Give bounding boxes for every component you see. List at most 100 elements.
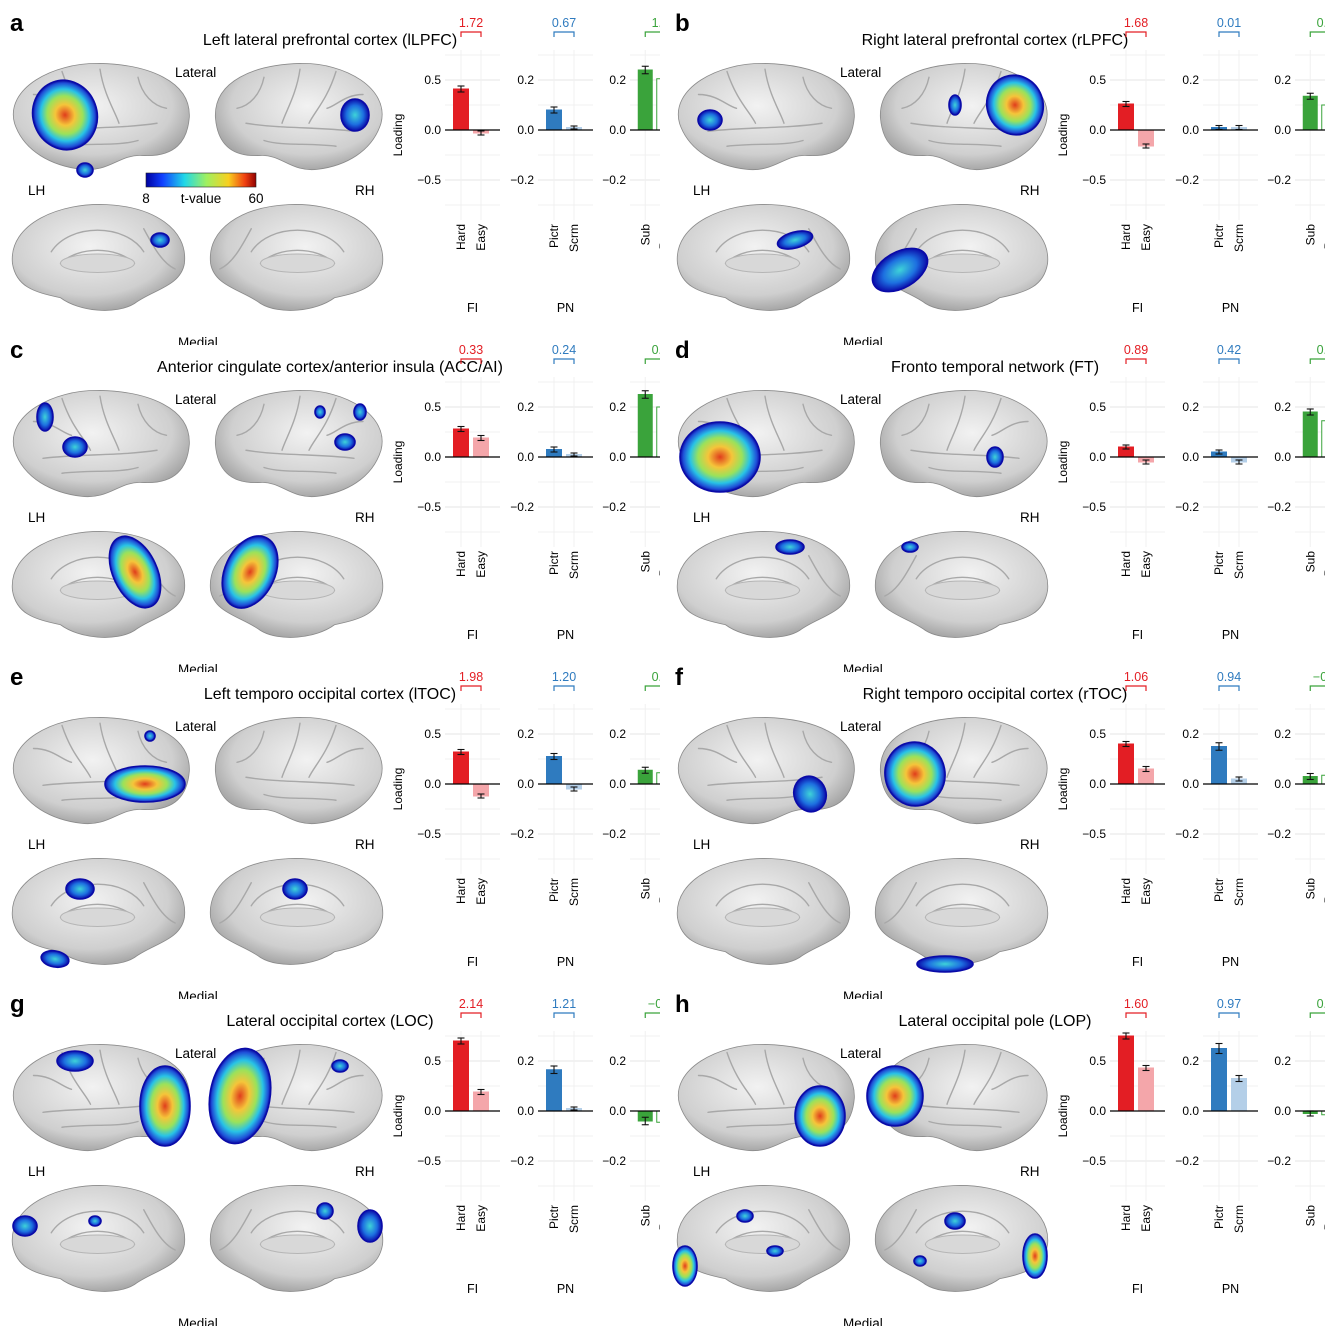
panel-title: Anterior cingulate cortex/anterior insul… — [157, 359, 503, 376]
activation-cluster — [208, 1047, 272, 1145]
panel-letter: b — [675, 10, 690, 37]
error-bar — [570, 1106, 578, 1111]
activation-cluster — [697, 109, 723, 131]
error-bar — [1142, 765, 1150, 773]
medial-label: Medial — [178, 335, 218, 345]
activation-cluster — [31, 79, 99, 151]
error-bar — [641, 390, 649, 399]
group-label: FI — [467, 301, 478, 315]
bar-scrm — [1231, 1078, 1247, 1112]
error-bar — [457, 1037, 465, 1045]
lh-medial-brain — [676, 531, 850, 638]
panel-letter: c — [10, 337, 24, 364]
contrast-value: 0.17 — [1317, 997, 1325, 1011]
rh-medial-brain — [210, 858, 384, 965]
error-bar — [1142, 1064, 1150, 1072]
bar-dom — [1321, 104, 1325, 131]
y-tick-label: 0.2 — [609, 1054, 626, 1068]
y-tick-label: −0.2 — [510, 1154, 534, 1168]
contrast-value: −0.13 — [648, 997, 660, 1011]
activation-cluster — [108, 535, 162, 609]
panel-title: Left lateral prefrontal cortex (lLPFC) — [202, 32, 458, 49]
error-bar — [641, 766, 649, 774]
bar-sub — [1302, 95, 1318, 131]
group-label: PN — [1222, 955, 1239, 969]
contrast-value: 0.89 — [1124, 343, 1148, 357]
group-label: FI — [1132, 628, 1143, 642]
x-tick-label: Pictr — [1212, 551, 1226, 575]
brain-renderings: Lateral LH RH Medial — [676, 390, 1049, 672]
x-tick-label: Scrm — [1232, 224, 1246, 252]
x-tick-label: Dom — [657, 224, 660, 249]
x-tick-label: Easy — [1139, 224, 1153, 251]
contrast-value: 0.24 — [552, 343, 576, 357]
bar-dom — [1321, 774, 1325, 785]
error-bar — [1122, 740, 1130, 748]
contrast-bracket — [460, 685, 482, 691]
x-tick-label: Hard — [1119, 878, 1133, 904]
x-tick-label: Sub — [1303, 878, 1317, 900]
x-tick-label: Easy — [474, 1205, 488, 1232]
error-bar — [477, 1088, 485, 1096]
lh-label: LH — [693, 837, 710, 852]
y-tick-label: 0.5 — [424, 73, 441, 87]
error-bar — [550, 752, 558, 761]
y-axis-label: Loading — [1056, 1095, 1070, 1138]
group-label: FI — [1132, 955, 1143, 969]
bar-group-pn: 0.2 0.0 −0.2 Pictr Scrm 0.94 PN — [1175, 670, 1258, 969]
lateral-label: Lateral — [840, 1046, 881, 1061]
y-axis-label: Loading — [391, 768, 405, 811]
medial-label: Medial — [178, 662, 218, 672]
medial-label: Medial — [178, 989, 218, 999]
contrast-bracket — [553, 358, 575, 364]
activation-cluster — [316, 1202, 334, 1220]
lh-label: LH — [28, 183, 45, 198]
panel-letter: f — [675, 664, 683, 691]
y-tick-label: 0.0 — [1182, 450, 1199, 464]
error-bar — [1122, 444, 1130, 450]
activation-cluster — [314, 405, 326, 419]
contrast-bracket — [553, 685, 575, 691]
rh-medial-brain — [875, 531, 1049, 638]
bar-group-pn: 0.2 0.0 −0.2 Pictr Scrm 1.21 PN — [510, 997, 593, 1296]
bar-group-fi: 0.5 0.0 −0.5 Hard Easy 1.98 FI — [417, 670, 500, 969]
contrast-value: 1.21 — [552, 997, 576, 1011]
bar-pictr — [1211, 746, 1227, 785]
x-tick-label: Scrm — [567, 878, 581, 906]
y-tick-label: 0.0 — [1274, 123, 1291, 137]
y-axis-label: Loading — [1056, 441, 1070, 484]
group-label: FI — [467, 1282, 478, 1296]
error-bar — [1142, 459, 1150, 465]
y-tick-label: 0.0 — [424, 1104, 441, 1118]
contrast-value: 1.06 — [1124, 670, 1148, 684]
y-tick-label: 0.0 — [609, 777, 626, 791]
error-bar — [641, 1116, 649, 1126]
activation-cluster — [985, 74, 1045, 136]
activation-cluster — [139, 1065, 191, 1147]
lh-lateral-brain — [677, 717, 855, 825]
contrast-bracket — [1125, 1012, 1147, 1018]
y-tick-label: 0.2 — [1274, 1054, 1291, 1068]
contrast-value: 1.60 — [1124, 997, 1148, 1011]
lateral-label: Lateral — [175, 65, 216, 80]
panel-a: a Left lateral prefrontal cortex (lLPFC) L… — [0, 10, 660, 345]
y-tick-label: 0.2 — [1182, 1054, 1199, 1068]
x-tick-label: Hard — [1119, 224, 1133, 250]
activation-cluster — [104, 765, 186, 803]
x-tick-label: Dom — [1322, 1205, 1325, 1230]
activation-cluster — [884, 741, 946, 807]
y-tick-label: 0.5 — [1089, 1054, 1106, 1068]
error-bar — [1122, 1032, 1130, 1040]
x-tick-label: Scrm — [567, 224, 581, 252]
x-tick-label: Hard — [1119, 551, 1133, 577]
activation-cluster — [916, 955, 974, 973]
rh-medial-brain — [875, 1185, 1049, 1292]
y-tick-label: −0.2 — [510, 500, 534, 514]
error-bar — [570, 452, 578, 457]
x-tick-label: Pictr — [547, 1205, 561, 1229]
error-bar — [1235, 459, 1243, 465]
activation-cluster — [36, 402, 54, 432]
activation-cluster — [1022, 1233, 1048, 1279]
lh-label: LH — [693, 510, 710, 525]
y-tick-label: −0.2 — [1175, 827, 1199, 841]
